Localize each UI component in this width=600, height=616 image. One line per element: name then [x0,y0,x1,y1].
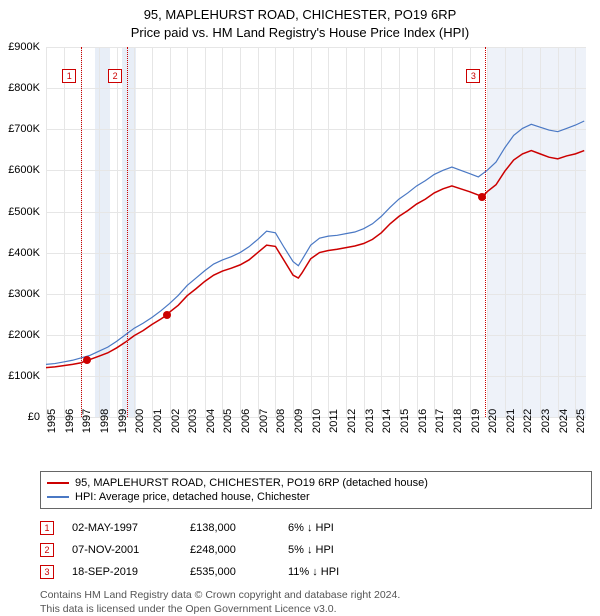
event-date: 02-MAY-1997 [72,522,172,534]
x-axis-label: 2016 [417,409,429,433]
event-price: £248,000 [190,544,270,556]
x-axis-label: 2005 [222,409,234,433]
x-axis-label: 2012 [346,409,358,433]
y-axis-label: £500K [8,206,40,218]
event-price: £535,000 [190,566,270,578]
data-point [163,311,171,319]
event-row: 3 18-SEP-2019 £535,000 11% ↓ HPI [40,561,592,583]
x-axis-label: 1998 [99,409,111,433]
y-axis-label: £100K [8,370,40,382]
event-row: 1 02-MAY-1997 £138,000 6% ↓ HPI [40,517,592,539]
x-axis-label: 2018 [452,409,464,433]
x-axis-label: 2023 [540,409,552,433]
x-axis-label: 1999 [117,409,129,433]
x-axis-label: 2007 [258,409,270,433]
legend-swatch-hpi [47,496,69,498]
legend-label-property: 95, MAPLEHURST ROAD, CHICHESTER, PO19 6R… [75,477,428,489]
y-axis-label: £0 [28,411,40,423]
data-point [478,193,486,201]
x-axis-label: 2014 [381,409,393,433]
legend-row-property: 95, MAPLEHURST ROAD, CHICHESTER, PO19 6R… [47,476,585,490]
title-line-1: 95, MAPLEHURST ROAD, CHICHESTER, PO19 6R… [0,6,600,24]
title-line-2: Price paid vs. HM Land Registry's House … [0,24,600,42]
x-axis-label: 2009 [293,409,305,433]
legend-row-hpi: HPI: Average price, detached house, Chic… [47,490,585,504]
event-list: 1 02-MAY-1997 £138,000 6% ↓ HPI 2 07-NOV-2001… [40,517,592,583]
footer-attribution: Contains HM Land Registry data © Crown c… [40,589,592,616]
x-axis-label: 2011 [328,409,340,433]
legend-box: 95, MAPLEHURST ROAD, CHICHESTER, PO19 6R… [40,471,592,509]
x-axis-label: 2017 [434,409,446,433]
x-axis-label: 2021 [505,409,517,433]
x-axis-label: 2006 [240,409,252,433]
event-number-box: 1 [40,521,54,535]
legend-swatch-property [47,482,69,484]
x-axis-label: 2020 [487,409,499,433]
x-axis-label: 2019 [470,409,482,433]
x-axis-label: 2025 [575,409,587,433]
x-axis-label: 2000 [134,409,146,433]
footer-line-1: Contains HM Land Registry data © Crown c… [40,589,592,603]
y-axis-label: £300K [8,288,40,300]
x-axis-label: 2022 [522,409,534,433]
x-axis-label: 2002 [170,409,182,433]
x-axis-label: 2013 [364,409,376,433]
series-line-hpi [46,121,584,364]
event-number-box: 2 [40,543,54,557]
plot-area: £0£100K£200K£300K£400K£500K£600K£700K£80… [46,47,586,417]
x-axis-label: 1995 [46,409,58,433]
event-delta: 11% ↓ HPI [288,566,339,578]
y-axis-label: £400K [8,247,40,259]
legend-label-hpi: HPI: Average price, detached house, Chic… [75,491,310,503]
x-axis-label: 2003 [187,409,199,433]
series-line-property [46,151,584,368]
x-axis-label: 1997 [81,409,93,433]
y-axis-label: £900K [8,41,40,53]
data-point [83,356,91,364]
y-axis-label: £200K [8,329,40,341]
event-date: 18-SEP-2019 [72,566,172,578]
event-delta: 6% ↓ HPI [288,522,334,534]
x-axis-label: 2010 [311,409,323,433]
event-date: 07-NOV-2001 [72,544,172,556]
x-axis-label: 2015 [399,409,411,433]
event-delta: 5% ↓ HPI [288,544,334,556]
y-axis-label: £700K [8,123,40,135]
event-marker-box: 3 [466,69,480,83]
event-marker-box: 1 [62,69,76,83]
y-axis-label: £600K [8,164,40,176]
x-axis-label: 2024 [558,409,570,433]
event-marker-box: 2 [108,69,122,83]
chart-title: 95, MAPLEHURST ROAD, CHICHESTER, PO19 6R… [0,0,600,41]
event-price: £138,000 [190,522,270,534]
x-axis-label: 2008 [275,409,287,433]
x-axis-label: 2004 [205,409,217,433]
chart-container: 95, MAPLEHURST ROAD, CHICHESTER, PO19 6R… [0,0,600,590]
event-row: 2 07-NOV-2001 £248,000 5% ↓ HPI [40,539,592,561]
footer-line-2: This data is licensed under the Open Gov… [40,603,592,616]
event-number-box: 3 [40,565,54,579]
x-axis-label: 1996 [64,409,76,433]
x-axis-label: 2001 [152,409,164,433]
y-axis-label: £800K [8,82,40,94]
chart-svg [46,47,586,417]
